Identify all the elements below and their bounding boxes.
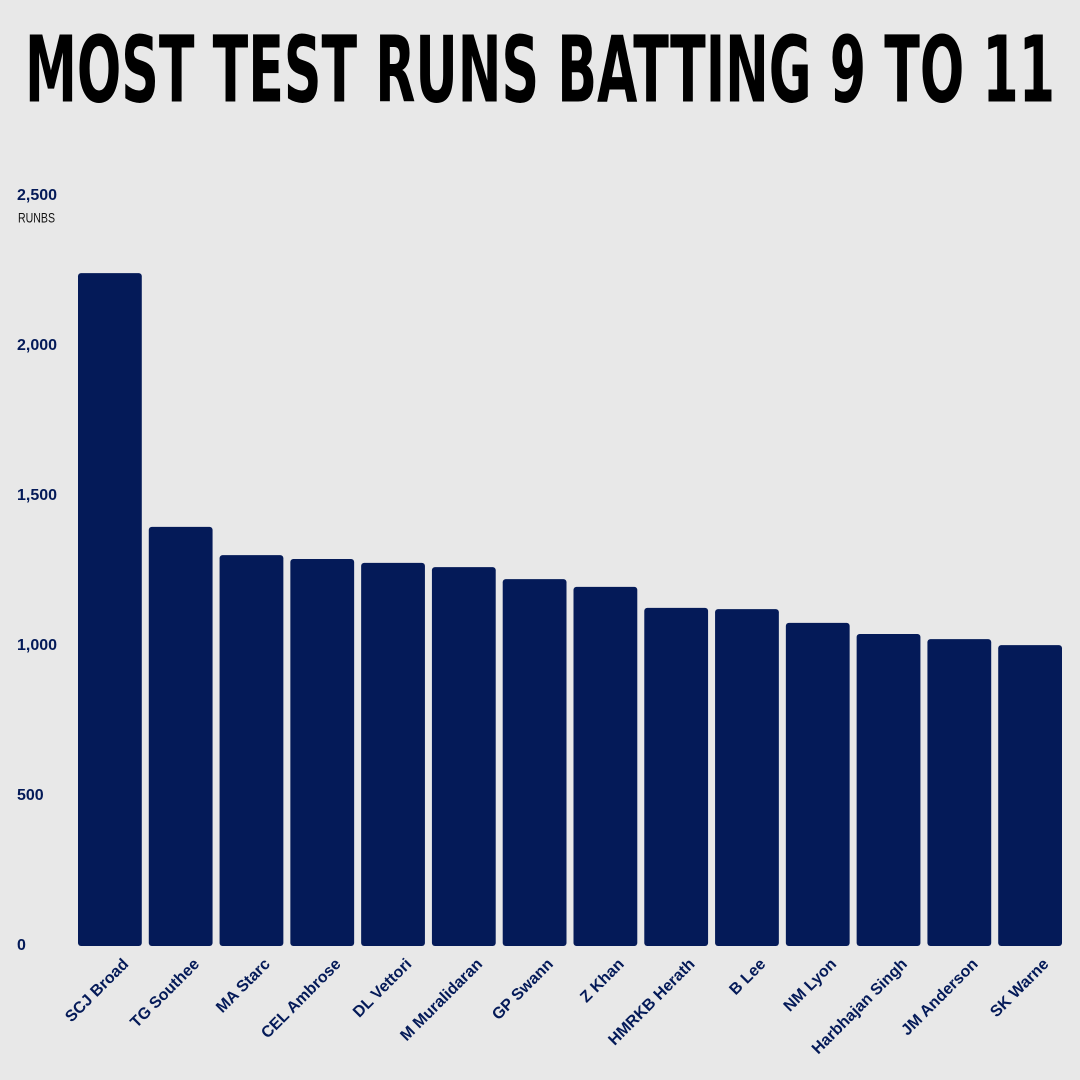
chart-title: MOST TEST RUNS BATTING 9 TO 11 — [25, 16, 1055, 123]
y-axis-label: RUNBS — [18, 210, 55, 226]
bar — [78, 273, 142, 947]
y-tick-label: 1,500 — [17, 487, 57, 504]
bar — [927, 639, 992, 946]
bar — [785, 622, 850, 946]
bar — [715, 609, 779, 946]
bar — [573, 586, 638, 946]
bar — [431, 567, 496, 946]
y-tick-label: 1,000 — [17, 637, 57, 654]
bar — [998, 645, 1062, 946]
bar — [856, 634, 921, 946]
bar — [502, 579, 567, 946]
y-tick-label: 0 — [17, 937, 26, 954]
bar — [361, 562, 425, 946]
y-tick-label: 2,000 — [17, 337, 57, 354]
y-tick-label: 500 — [17, 787, 44, 804]
bar — [219, 555, 284, 946]
bar — [148, 526, 213, 946]
bar — [290, 559, 355, 946]
bar — [644, 607, 709, 946]
y-tick-label: 2,500 — [17, 187, 57, 204]
